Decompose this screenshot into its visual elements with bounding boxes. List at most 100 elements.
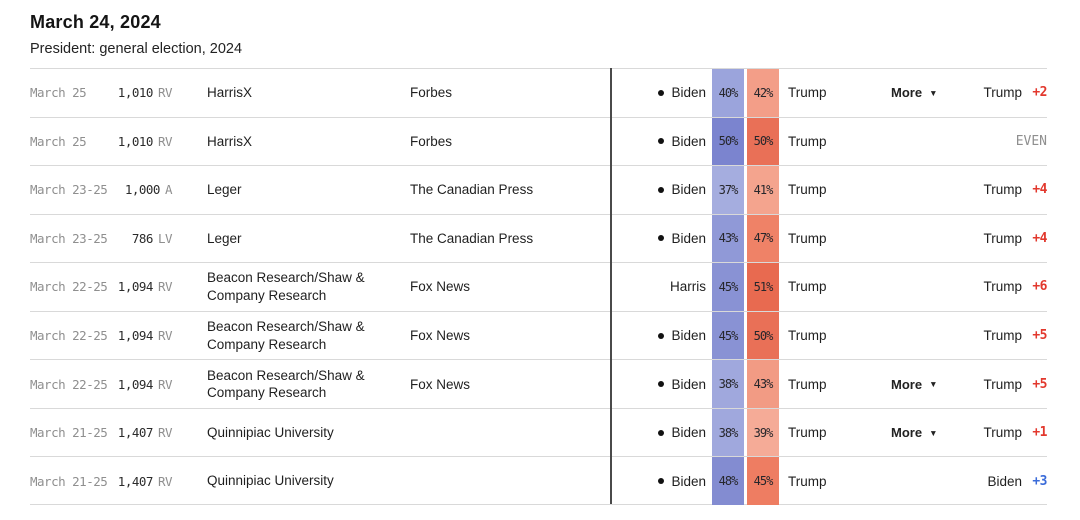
dem-candidate-cell: Biden bbox=[558, 360, 706, 408]
poll-dates: March 21-25 bbox=[30, 425, 108, 441]
pollster-name[interactable]: HarrisX bbox=[207, 133, 253, 149]
dem-candidate-label: Harris bbox=[670, 279, 706, 295]
pollster-name[interactable]: Beacon Research/Shaw & Company Research bbox=[207, 318, 365, 352]
dem-pct-box: 37% bbox=[712, 166, 744, 214]
sample-size: 1,010 bbox=[117, 133, 154, 149]
column-divider bbox=[610, 68, 612, 504]
dem-candidate-cell: Biden bbox=[558, 409, 706, 457]
sample-size-cell: 1,010 RV bbox=[70, 69, 173, 117]
dem-candidate-cell: Biden bbox=[558, 457, 706, 505]
sample-size-cell: 1,094 RV bbox=[70, 312, 173, 360]
dem-pct-box: 50% bbox=[712, 117, 744, 166]
rep-pct-box: 43% bbox=[747, 360, 779, 408]
more-button[interactable]: More ▼ bbox=[891, 360, 963, 408]
rep-pct-box: 39% bbox=[747, 408, 779, 457]
dem-candidate-cell: Biden bbox=[558, 69, 706, 117]
rep-pct-box: 50% bbox=[747, 311, 779, 360]
sponsor-name: Forbes bbox=[410, 133, 453, 149]
dem-candidate-label: Biden bbox=[671, 376, 706, 392]
dem-pct-box: 43% bbox=[712, 214, 744, 263]
pollster-name[interactable]: Leger bbox=[207, 230, 242, 246]
sample-type: RV bbox=[157, 425, 173, 441]
pollster-name[interactable]: Leger bbox=[207, 182, 242, 198]
leader-name: Trump bbox=[983, 328, 1022, 343]
dem-pct-box: 48% bbox=[712, 457, 744, 505]
sponsor-name: The Canadian Press bbox=[410, 182, 534, 198]
rep-pct-box: 42% bbox=[747, 69, 779, 117]
chevron-down-icon: ▼ bbox=[929, 427, 938, 438]
pollster-name[interactable]: Quinnipiac University bbox=[207, 473, 334, 489]
dem-candidate-label: Biden bbox=[671, 230, 706, 246]
leader-name: Trump bbox=[983, 279, 1022, 295]
poll-dates: March 25 bbox=[30, 85, 87, 101]
pollster-name[interactable]: Beacon Research/Shaw & Company Research bbox=[207, 367, 365, 401]
incumbent-dot bbox=[658, 381, 665, 388]
dem-candidate-label: Biden bbox=[671, 182, 706, 198]
sponsor-name: Fox News bbox=[410, 279, 471, 295]
sample-size: 1,094 bbox=[117, 328, 154, 343]
incumbent-dot bbox=[658, 89, 665, 96]
more-button[interactable]: More ▼ bbox=[891, 69, 963, 117]
margin-value: EVEN bbox=[1015, 133, 1047, 149]
date-header: March 24, 2024 President: general electi… bbox=[30, 12, 242, 57]
margin-value: +3 bbox=[1032, 473, 1047, 489]
incumbent-dot bbox=[658, 138, 665, 145]
more-button[interactable]: More ▼ bbox=[891, 409, 963, 457]
rep-candidate-label: Trump bbox=[788, 473, 827, 489]
sample-type: RV bbox=[157, 279, 173, 295]
poll-row: March 22-25 1,094 RV Beacon Research/Shaw… bbox=[30, 262, 1048, 311]
sample-size-cell: 786 LV bbox=[70, 215, 173, 263]
margin-value: +1 bbox=[1032, 425, 1047, 441]
dem-candidate-cell: Biden bbox=[558, 312, 706, 360]
sample-size-cell: 1,010 RV bbox=[70, 118, 173, 166]
sample-type: RV bbox=[157, 133, 173, 149]
dem-candidate-cell: Harris bbox=[558, 263, 706, 311]
sample-size-cell: 1,407 RV bbox=[70, 457, 173, 505]
rep-pct-box: 41% bbox=[747, 166, 779, 214]
poll-row: March 21-25 1,407 RV Quinnipiac Universit… bbox=[30, 407, 1048, 457]
pollster-name[interactable]: Beacon Research/Shaw & Company Research bbox=[207, 270, 365, 303]
sample-type: RV bbox=[157, 85, 173, 101]
incumbent-dot bbox=[658, 186, 665, 193]
sample-size-cell: 1,000 A bbox=[70, 166, 173, 214]
leader-name: Trump bbox=[983, 230, 1022, 246]
rep-pct-box: 47% bbox=[747, 214, 779, 263]
margin-value: +5 bbox=[1032, 328, 1047, 343]
poll-row: March 22-25 1,094 RV Beacon Research/Shaw… bbox=[30, 359, 1048, 408]
chevron-down-icon: ▼ bbox=[929, 87, 938, 98]
sponsor-name: Fox News bbox=[410, 328, 471, 343]
margin-value: +4 bbox=[1032, 182, 1047, 198]
poll-dates: March 22-25 bbox=[30, 376, 108, 392]
sample-size-cell: 1,094 RV bbox=[70, 360, 173, 408]
incumbent-dot bbox=[658, 478, 665, 485]
dem-candidate-cell: Biden bbox=[558, 215, 706, 263]
dem-candidate-cell: Biden bbox=[558, 166, 706, 214]
dem-pct-box: 40% bbox=[712, 69, 744, 117]
sponsor-name: The Canadian Press bbox=[410, 230, 534, 246]
poll-row: March 21-25 1,407 RV Quinnipiac Universit… bbox=[30, 456, 1048, 505]
rep-pct-box: 51% bbox=[747, 263, 779, 311]
rep-candidate-label: Trump bbox=[788, 85, 827, 101]
rep-pct-box: 45% bbox=[747, 457, 779, 505]
sample-size: 1,407 bbox=[117, 425, 154, 441]
dem-candidate-label: Biden bbox=[671, 133, 706, 149]
pollster-name[interactable]: HarrisX bbox=[207, 85, 253, 100]
rep-candidate-label: Trump bbox=[788, 133, 827, 149]
leader-name: Biden bbox=[987, 473, 1022, 489]
sample-type: A bbox=[164, 182, 173, 198]
leader-name: Trump bbox=[983, 376, 1022, 392]
margin-value: +2 bbox=[1032, 85, 1047, 101]
more-label: More bbox=[891, 85, 923, 101]
poll-row: March 25 1,010 RV HarrisX Forbes Biden 40… bbox=[30, 68, 1048, 117]
incumbent-dot bbox=[658, 332, 665, 339]
poll-dates: March 22-25 bbox=[30, 328, 108, 343]
dem-pct-box: 45% bbox=[712, 311, 744, 360]
more-label: More bbox=[891, 425, 923, 441]
margin-value: +4 bbox=[1032, 230, 1047, 246]
sample-size: 786 bbox=[131, 230, 154, 246]
rep-candidate-label: Trump bbox=[788, 279, 827, 295]
dem-pct-box: 38% bbox=[712, 360, 744, 408]
poll-row: March 23-25 786 LV Leger The Canadian Pre… bbox=[30, 213, 1048, 263]
pollster-name[interactable]: Quinnipiac University bbox=[207, 424, 334, 440]
